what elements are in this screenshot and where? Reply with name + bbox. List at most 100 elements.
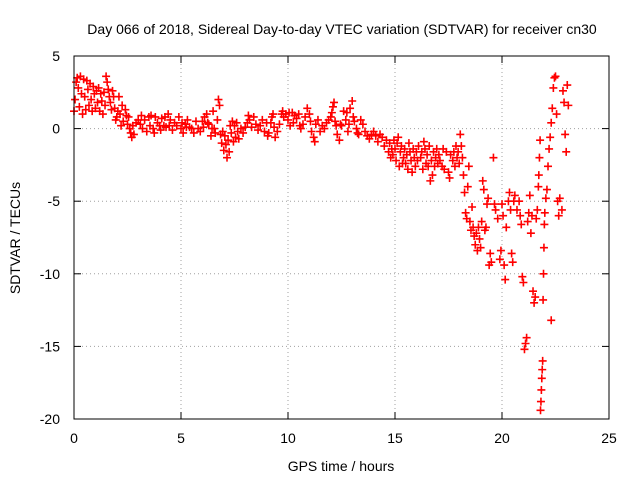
data-point-marker [254, 126, 263, 135]
data-point-marker [502, 223, 511, 232]
data-point-marker [378, 133, 387, 142]
data-point-marker [536, 406, 545, 415]
data-point-marker [393, 139, 402, 148]
data-point-marker [117, 121, 126, 130]
data-point-marker [206, 131, 215, 140]
data-point-marker [149, 124, 158, 133]
data-point-marker [275, 120, 284, 129]
data-point-marker [531, 293, 540, 302]
data-point-marker [269, 110, 278, 119]
data-point-marker [106, 98, 115, 107]
data-point-marker [484, 194, 493, 203]
data-point-marker [198, 117, 207, 126]
data-point-marker [229, 137, 238, 146]
data-point-marker [535, 153, 544, 162]
data-point-marker [520, 345, 529, 354]
data-point-marker [214, 95, 223, 104]
data-point-marker [477, 217, 486, 226]
data-point-marker [140, 115, 149, 124]
data-point-marker [445, 173, 454, 182]
data-point-marker [456, 130, 465, 139]
data-point-marker [500, 261, 509, 270]
data-point-marker [310, 137, 319, 146]
data-point-marker [403, 165, 412, 174]
data-point-marker [539, 269, 548, 278]
data-point-marker [215, 101, 224, 110]
data-point-marker [102, 72, 111, 81]
data-point-marker [103, 78, 112, 87]
data-point-marker [444, 168, 453, 177]
data-point-marker [220, 131, 229, 140]
data-point-marker [527, 211, 536, 220]
data-point-marker [183, 115, 192, 124]
data-point-marker [258, 115, 267, 124]
data-point-marker [333, 130, 342, 139]
y-axis-label: SDTVAR / TECUs [7, 182, 23, 294]
data-point-marker [558, 86, 567, 95]
data-point-marker [420, 144, 429, 153]
data-point-marker [330, 98, 339, 107]
data-point-marker [292, 114, 301, 123]
y-tick-label: -5 [48, 193, 61, 209]
data-point-marker [211, 128, 220, 137]
data-point-marker [373, 137, 382, 146]
data-point-marker [303, 104, 312, 113]
data-point-marker [74, 83, 83, 92]
data-point-marker [336, 120, 345, 129]
data-point-marker [428, 171, 437, 180]
data-point-marker [349, 112, 358, 121]
data-point-marker [218, 127, 227, 136]
data-point-marker [537, 374, 546, 383]
data-point-marker [479, 185, 488, 194]
data-point-marker [210, 124, 219, 133]
data-point-marker [199, 123, 208, 132]
data-point-marker [307, 127, 316, 136]
data-point-marker [519, 278, 528, 287]
data-point-marker [217, 139, 226, 148]
data-point-marker [213, 115, 222, 124]
data-point-marker [457, 142, 466, 151]
data-point-marker [501, 275, 510, 284]
x-tick-label: 25 [601, 430, 617, 446]
data-point-marker [138, 124, 147, 133]
data-point-marker [538, 356, 547, 365]
data-point-marker [350, 117, 359, 126]
data-point-marker [521, 339, 530, 348]
data-point-marker [476, 243, 485, 252]
data-point-marker [549, 83, 558, 92]
data-point-marker [547, 316, 556, 325]
data-point-marker [474, 223, 483, 232]
data-point-marker [461, 208, 470, 217]
data-point-marker [458, 153, 467, 162]
data-point-marker [227, 128, 236, 137]
y-tick-label: -15 [40, 338, 60, 354]
data-point-marker [114, 92, 123, 101]
data-point-marker [346, 104, 355, 113]
data-point-marker [296, 124, 305, 133]
data-point-marker [538, 365, 547, 374]
data-point-marker [203, 118, 212, 127]
data-point-marker [75, 102, 84, 111]
data-point-marker [554, 211, 563, 220]
data-point-marker [516, 211, 525, 220]
data-point-marker [136, 120, 145, 129]
data-point-marker [142, 127, 151, 136]
data-point-marker [354, 130, 363, 139]
data-point-marker [483, 200, 492, 209]
data-point-marker [326, 112, 335, 121]
data-point-marker [448, 156, 457, 165]
data-point-marker [249, 112, 258, 121]
data-point-marker [478, 176, 487, 185]
data-point-marker [264, 128, 273, 137]
data-point-marker [98, 110, 107, 119]
data-point-marker [71, 95, 80, 104]
data-point-marker [564, 101, 573, 110]
x-axis-ticks: 0 5 10 15 20 25 [70, 56, 617, 446]
data-point-marker [168, 126, 177, 135]
data-point-marker [425, 142, 434, 151]
data-point-marker [534, 171, 543, 180]
data-point-marker [442, 147, 451, 156]
chart-title: Day 066 of 2018, Sidereal Day-to-day VTE… [87, 21, 597, 37]
